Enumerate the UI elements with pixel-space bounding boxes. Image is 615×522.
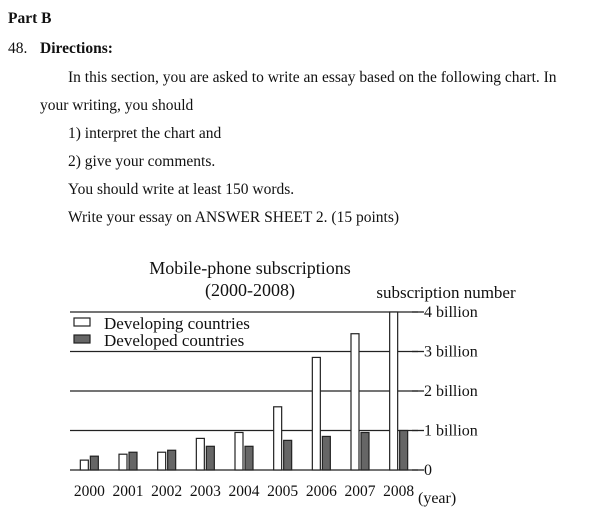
section-label: Part B bbox=[8, 10, 52, 27]
chart-subtitle: (2000-2008) bbox=[205, 280, 295, 301]
question-number: 48. bbox=[8, 40, 28, 57]
x-tick-label: 2004 bbox=[229, 483, 260, 500]
x-tick-label: 2001 bbox=[113, 483, 144, 500]
intro-line-2: your writing, you should bbox=[40, 97, 194, 114]
answer-sheet-note: Write your essay on ANSWER SHEET 2. (15 … bbox=[68, 209, 400, 226]
x-tick-label: 2002 bbox=[151, 483, 182, 500]
bar-developed bbox=[399, 429, 409, 471]
min-words-note: You should write at least 150 words. bbox=[68, 181, 295, 198]
bar-developed bbox=[128, 451, 138, 471]
bar-developed bbox=[283, 439, 293, 471]
bar-developing bbox=[389, 311, 399, 471]
bar-developing bbox=[118, 453, 128, 471]
legend-swatch bbox=[73, 334, 91, 344]
x-tick-label: 2003 bbox=[190, 483, 221, 500]
bar-developing bbox=[234, 431, 244, 471]
bar-developing bbox=[273, 406, 283, 471]
point-2: 2) give your comments. bbox=[68, 153, 216, 170]
bar-developed bbox=[205, 445, 215, 471]
bar-developed bbox=[167, 449, 177, 471]
y-tick-label: 0 bbox=[424, 462, 432, 479]
point-1: 1) interpret the chart and bbox=[68, 125, 222, 142]
bar-developing bbox=[350, 333, 360, 471]
x-tick-label: 2008 bbox=[383, 483, 414, 500]
bar-developing bbox=[311, 356, 321, 471]
chart-title: Mobile-phone subscriptions bbox=[149, 258, 350, 278]
y-tick-label: 4 billion bbox=[424, 304, 478, 321]
y-tick-label: 3 billion bbox=[424, 344, 478, 361]
legend-swatch bbox=[73, 317, 91, 327]
x-tick-label: 2005 bbox=[267, 483, 298, 500]
y-tick-label: 2 billion bbox=[424, 383, 478, 400]
bar-developing bbox=[157, 451, 167, 471]
x-axis-label: (year) bbox=[418, 490, 456, 507]
legend-label: Developing countries bbox=[104, 314, 250, 333]
x-tick-label: 2006 bbox=[306, 483, 337, 500]
bar-developed bbox=[244, 445, 254, 471]
y-tick-label: 1 billion bbox=[424, 423, 478, 440]
bar-developing bbox=[79, 459, 89, 471]
legend-label: Developed countries bbox=[104, 331, 244, 350]
bar-developed bbox=[321, 435, 331, 471]
intro-line-1: In this section, you are asked to write … bbox=[68, 69, 557, 86]
bar-developing bbox=[195, 437, 205, 471]
y-axis-label: subscription number bbox=[376, 283, 516, 302]
bar-developed bbox=[360, 431, 370, 471]
directions-heading: Directions: bbox=[40, 40, 113, 57]
bar-developed bbox=[89, 455, 99, 471]
x-tick-label: 2007 bbox=[345, 483, 376, 500]
x-tick-label: 2000 bbox=[74, 483, 105, 500]
